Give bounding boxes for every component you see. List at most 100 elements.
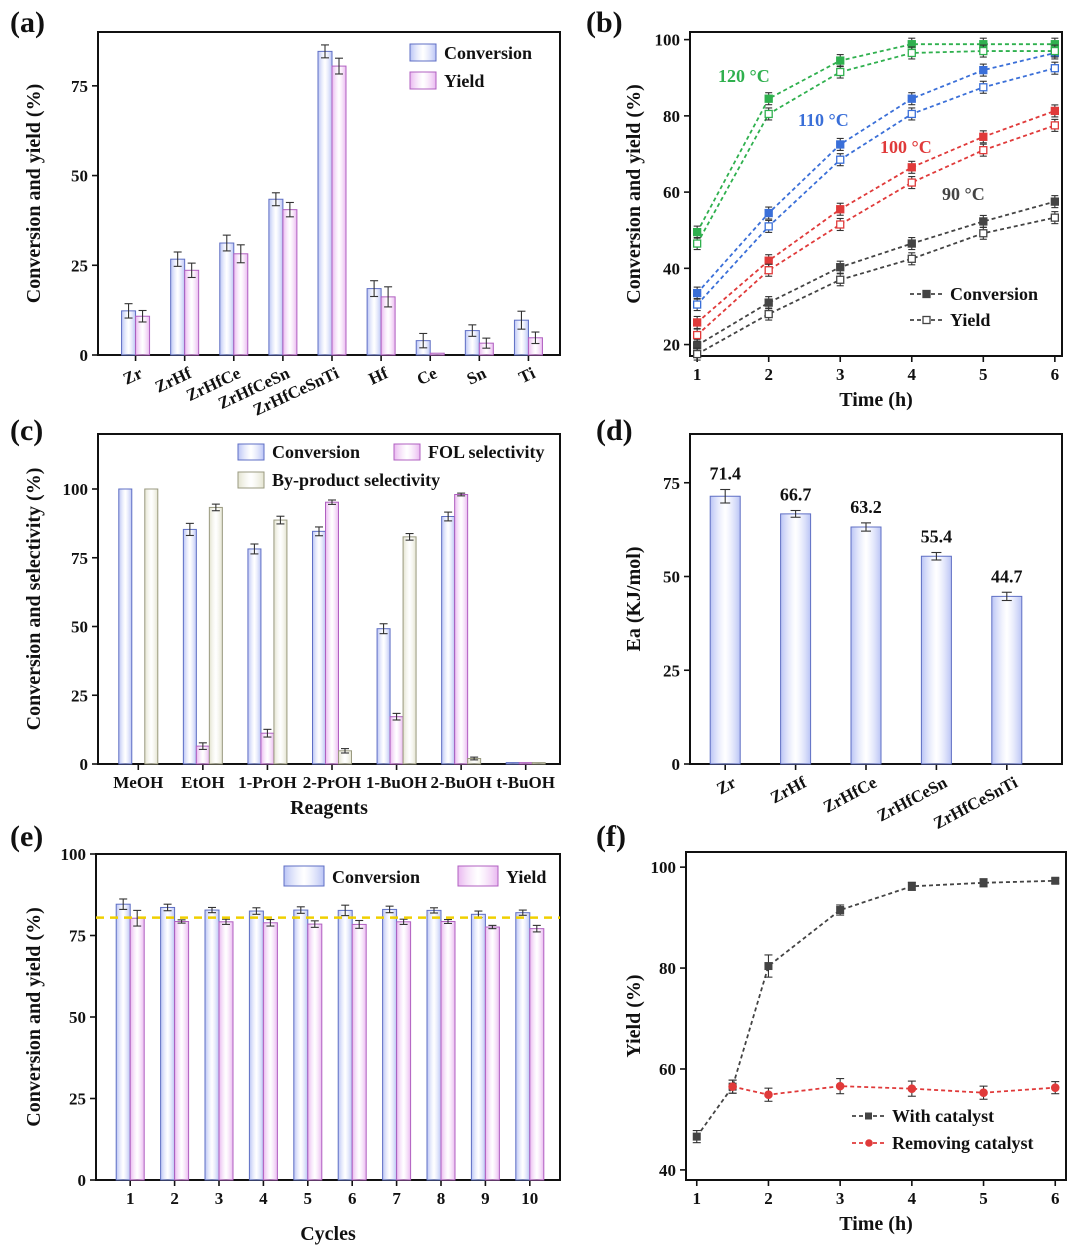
panel-a-err-yield-3 [285,201,294,218]
panel-a-bar-yield-4 [331,65,347,356]
panel-c-bar-0-3 [312,530,326,765]
panel-d-err-2 [861,522,871,532]
panel-b-point-4-3 [907,94,916,103]
panel-c-bar-1-4 [389,716,404,765]
panel-b-ytick-label-4: 100 [655,31,681,50]
panel-e-ytick-label-4: 100 [61,845,87,864]
panel-b-point-2-4 [979,132,988,141]
panel-b-legend-marker-0 [922,289,931,299]
panel-f-point-1-2 [835,1081,845,1091]
panel-a-err-yield-0 [138,309,147,323]
panel-c-legend-label-2: By-product selectivity [272,470,440,490]
panel-e-err-1-1 [177,919,186,924]
panel-b-point-5-2 [836,155,845,164]
panel-b-line-2 [696,110,1056,324]
panel-f-point-1-4 [979,1088,988,1098]
panel-b-point-1-5 [1050,213,1059,222]
panel-b-legend-label-1: Yield [950,310,990,330]
panel-a-bar-yield-2 [233,253,249,356]
panel-e-ylabel: Conversion and yield (%) [23,907,45,1126]
panel-b-xtick-label-3: 4 [908,365,917,384]
panel-c-bar-2-0 [144,488,159,765]
panel-b-ytick-label-0: 20 [663,336,680,355]
panel-e-ytick-label-2: 50 [69,1008,86,1027]
panel-a-err-conversion-6 [419,332,428,349]
panel-c-xtick-label-3: 2-PrOH [303,773,362,792]
panel-b-point-4-2 [836,140,845,149]
panel-a-xtick-label-0: Zr [120,363,146,388]
panel-e-bar-0-7 [426,909,442,1181]
panel-b-line-3 [696,124,1056,336]
panel-f-line-1 [732,1085,1056,1096]
panel-e-bar-0-5 [337,909,353,1181]
panel-e-xtick-label-1: 2 [170,1189,179,1208]
panel-f-point-0-3 [836,906,845,915]
panel-b-point-0-3 [907,239,916,248]
panel-f-ytick-label-2: 80 [659,959,676,978]
panel-d-xtick-label-1: ZrHf [767,773,810,808]
panel-c-err-0-5 [444,511,453,522]
panel-e-err-1-6 [399,918,408,925]
panel-c-err-0-4 [379,623,388,635]
panel-e-ytick-label-1: 25 [69,1090,86,1109]
panel-d-data-label-3: 55.4 [921,527,953,547]
panel-a-bar-yield-6 [429,352,445,356]
panel-e-xtick-label-2: 3 [215,1189,224,1208]
panel-b-point-4-0 [693,288,702,298]
panel-a-err-conversion-3 [271,192,280,207]
panel-b-point-3-4 [979,146,988,155]
panel-a-err-yield-8 [531,331,540,345]
panel-f-ytick-label-3: 100 [651,858,677,877]
panel-b-point-4-4 [979,65,988,75]
panel-b-xlabel: Time (h) [839,389,913,411]
panel-b-xtick-label-5: 6 [1051,365,1060,384]
panel-b-legend-marker-1 [922,315,931,325]
panel-a-bar-conversion-4 [317,50,333,356]
panel-e-xtick-label-9: 10 [521,1189,538,1208]
panel-a-ytick-label-1: 25 [71,256,88,275]
panel-c-bar-2-4 [402,536,417,765]
panel-c-err-2-5 [470,756,479,761]
panel-f-label: (f) [596,820,626,853]
panel-f-xtick-label-5: 6 [1051,1189,1060,1208]
panel-b-ytick-label-2: 60 [663,183,680,202]
panel-b-point-7-4 [979,46,988,56]
panel-e-err-1-2 [222,918,230,925]
panel-d-xtick-label-0: Zr [713,773,739,799]
panel-c-ytick-label-2: 50 [71,618,88,637]
panel-e-bar-1-4 [307,923,323,1181]
panel-a-xtick-label-5: Hf [366,363,391,388]
panel-e-xtick-label-3: 4 [259,1189,268,1208]
panel-a-legend-swatch-0 [409,43,437,62]
panel-c-bar-0-6 [505,762,520,765]
panel-b-point-7-2 [836,67,845,77]
panel-a-err-conversion-4 [321,44,329,59]
panel-e-ytick-label-0: 0 [78,1171,87,1190]
panel-b-point-2-3 [907,163,916,172]
panel-a-bar-conversion-3 [268,198,284,356]
panel-c-xtick-label-2: 1-PrOH [238,773,297,792]
panel-a-legend-swatch-1 [409,71,437,90]
panel-b-point-5-0 [693,300,702,309]
panel-a-ylabel: Conversion and yield (%) [23,84,45,303]
panel-c-err-1-5 [457,492,466,497]
panel-e-err-1-7 [444,918,452,924]
panel-c-err-1-2 [263,728,272,738]
panel-b-point-5-4 [979,83,988,92]
panel-f-ylabel: Yield (%) [623,974,645,1057]
panel-b-legend-label-0: Conversion [950,284,1038,304]
panel-c-bar-0-0 [118,488,133,765]
panel-a-err-conversion-0 [124,303,133,319]
panel-b-ylabel: Conversion and yield (%) [623,84,645,303]
panel-b-point-3-1 [764,266,773,275]
panel-c-err-2-1 [211,503,220,512]
panel-b-point-7-0 [693,239,702,248]
panel-c-xlabel: Reagents [290,797,368,819]
panel-b-line-4 [696,52,1056,294]
panel-b-label: (b) [586,6,623,39]
panel-a-bar-conversion-2 [219,242,235,356]
panel-e-err-0-7 [430,907,438,914]
panel-a-legend-label-0: Conversion [444,43,532,63]
panel-d-bar-0 [709,495,741,765]
